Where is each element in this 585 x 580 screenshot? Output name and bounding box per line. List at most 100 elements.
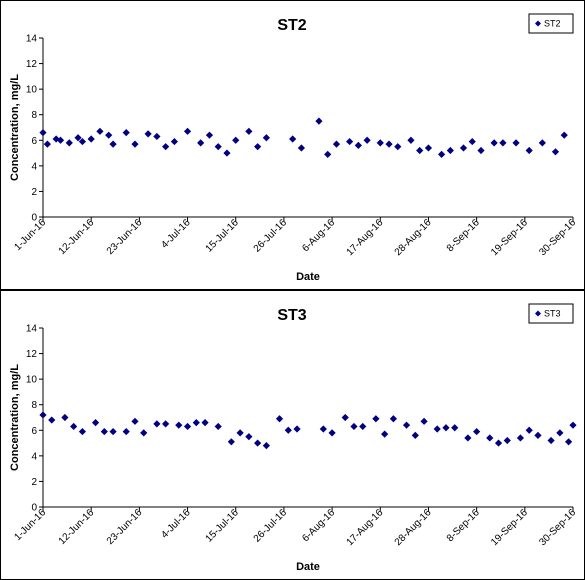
y-tick-label: 4 bbox=[31, 161, 37, 172]
legend-box bbox=[528, 303, 574, 324]
data-point bbox=[254, 143, 262, 151]
data-point bbox=[372, 415, 380, 423]
x-tick-label: 15-Jul-16 bbox=[204, 217, 242, 255]
data-point bbox=[214, 422, 222, 431]
data-point bbox=[74, 134, 82, 142]
data-point bbox=[324, 150, 332, 158]
data-point bbox=[227, 438, 235, 446]
data-point bbox=[332, 140, 341, 148]
legend-label: ST2 bbox=[544, 19, 561, 29]
x-tick-label: 12-Jun-16 bbox=[57, 507, 97, 547]
y-tick-label: 0 bbox=[31, 213, 37, 224]
data-point bbox=[560, 131, 568, 139]
x-tick-label: 26-Jul-16 bbox=[252, 507, 290, 545]
x-axis-title: Date bbox=[296, 271, 320, 283]
data-point bbox=[433, 425, 441, 433]
x-tick-label: 12-Jun-16 bbox=[57, 217, 97, 257]
y-tick-label: 6 bbox=[31, 426, 37, 437]
x-tick-label: 17-Aug-16 bbox=[345, 217, 386, 258]
data-point bbox=[402, 421, 411, 429]
data-point bbox=[48, 416, 56, 424]
data-point bbox=[170, 137, 179, 146]
chart-svg-st2: ST2 0 2 4 6 8 10 12 14 1-Jun-16 12-Jun-16 23-Jun-16… bbox=[9, 13, 578, 283]
y-tick-label: 0 bbox=[31, 503, 37, 514]
legend: ST2 bbox=[528, 13, 574, 34]
legend-marker bbox=[535, 310, 541, 317]
data-point bbox=[394, 143, 402, 151]
data-point bbox=[451, 424, 459, 432]
data-point bbox=[284, 426, 292, 434]
data-point bbox=[341, 413, 349, 422]
data-point bbox=[363, 136, 371, 144]
x-tick-label: 6-Aug-16 bbox=[300, 217, 337, 254]
data-point bbox=[464, 434, 472, 442]
data-point bbox=[122, 427, 130, 436]
data-point bbox=[512, 139, 520, 147]
data-point bbox=[424, 144, 433, 152]
data-point bbox=[162, 420, 170, 428]
data-point bbox=[52, 135, 60, 143]
chart-panel-st3: ST3 0 2 4 6 8 10 12 14 1-Jun-16 12-Jun-16 23-Jun-16… bbox=[0, 290, 585, 580]
data-point bbox=[183, 422, 192, 431]
y-tick-label: 2 bbox=[31, 187, 37, 198]
y-tick-label: 2 bbox=[31, 477, 37, 488]
data-point bbox=[565, 438, 573, 446]
y-tick-label: 14 bbox=[26, 324, 38, 335]
data-point bbox=[109, 140, 117, 148]
data-point bbox=[556, 429, 564, 437]
data-point bbox=[407, 136, 415, 144]
data-point bbox=[437, 150, 446, 158]
data-point bbox=[43, 140, 51, 148]
data-point bbox=[468, 137, 476, 146]
data-point bbox=[100, 427, 108, 436]
x-tick-label: 30-Sep-16 bbox=[537, 507, 578, 548]
data-point bbox=[262, 442, 270, 450]
data-point bbox=[254, 439, 262, 447]
x-tick-label: 8-Sep-16 bbox=[445, 217, 482, 254]
data-point bbox=[381, 430, 389, 438]
y-tick-label: 10 bbox=[26, 375, 38, 386]
data-point bbox=[376, 139, 384, 147]
data-point bbox=[223, 149, 231, 157]
data-point bbox=[420, 417, 428, 425]
x-tick-label: 4-Jul-16 bbox=[159, 217, 193, 251]
data-point bbox=[105, 131, 113, 139]
legend: ST3 bbox=[528, 303, 574, 324]
data-point bbox=[39, 411, 47, 419]
data-point bbox=[87, 135, 95, 143]
data-point bbox=[131, 140, 139, 148]
data-point bbox=[328, 429, 336, 437]
data-point bbox=[516, 434, 525, 442]
x-tick-label: 1-Jun-16 bbox=[12, 507, 48, 543]
y-tick-label: 12 bbox=[26, 59, 38, 70]
x-tick-label: 4-Jul-16 bbox=[159, 507, 193, 541]
data-point bbox=[442, 424, 450, 432]
data-point bbox=[162, 143, 170, 151]
data-point bbox=[499, 139, 507, 147]
data-point bbox=[201, 419, 209, 427]
x-tick-label: 19-Sep-16 bbox=[489, 217, 530, 258]
x-tick-label: 23-Jun-16 bbox=[105, 217, 145, 257]
data-point bbox=[183, 127, 192, 135]
data-point bbox=[411, 431, 419, 439]
data-point bbox=[551, 148, 560, 156]
y-tick-label: 14 bbox=[26, 34, 38, 45]
x-tick-label: 19-Sep-16 bbox=[489, 507, 530, 548]
chart-panel-st2: ST2 0 2 4 6 8 10 12 14 1-Jun-16 12-Jun-16 23-Jun-16… bbox=[0, 0, 585, 290]
y-tick-label: 10 bbox=[26, 85, 38, 96]
data-point bbox=[275, 415, 284, 423]
data-point bbox=[315, 117, 323, 125]
data-point bbox=[525, 426, 533, 434]
data-point bbox=[232, 136, 240, 144]
data-point bbox=[569, 421, 577, 429]
data-point bbox=[140, 429, 148, 437]
data-point bbox=[131, 417, 139, 425]
data-point bbox=[245, 127, 253, 135]
data-point bbox=[153, 132, 161, 141]
data-point bbox=[122, 129, 130, 137]
x-tick-label: 28-Aug-16 bbox=[393, 507, 434, 548]
data-point bbox=[538, 139, 546, 147]
data-point bbox=[494, 439, 503, 447]
data-point bbox=[534, 431, 542, 439]
legend-marker bbox=[535, 20, 541, 27]
